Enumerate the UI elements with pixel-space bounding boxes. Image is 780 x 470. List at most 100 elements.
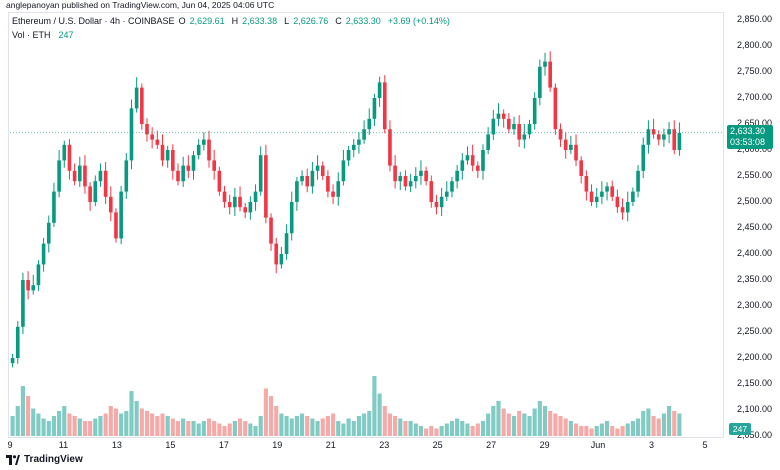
candle-body[interactable] bbox=[656, 134, 661, 140]
candle-body[interactable] bbox=[295, 181, 299, 202]
candle-body[interactable] bbox=[202, 139, 206, 145]
candle-body[interactable] bbox=[191, 155, 196, 171]
candle-body[interactable] bbox=[181, 165, 185, 182]
candle-body[interactable] bbox=[393, 165, 397, 182]
candle-body[interactable] bbox=[434, 202, 439, 208]
candle-body[interactable] bbox=[574, 144, 578, 161]
candle-body[interactable] bbox=[507, 118, 511, 130]
candle-body[interactable] bbox=[93, 181, 98, 202]
candle-body[interactable] bbox=[543, 61, 547, 67]
candle-body[interactable] bbox=[584, 176, 589, 192]
candle-body[interactable] bbox=[326, 176, 330, 192]
candle-body[interactable] bbox=[382, 82, 387, 130]
candle-body[interactable] bbox=[548, 61, 552, 88]
candle-body[interactable] bbox=[83, 165, 87, 187]
candle-body[interactable] bbox=[496, 113, 501, 119]
candle-body[interactable] bbox=[357, 139, 361, 145]
candle-body[interactable] bbox=[196, 144, 201, 156]
candle-body[interactable] bbox=[677, 132, 682, 150]
candle-body[interactable] bbox=[501, 113, 506, 119]
candle-body[interactable] bbox=[274, 243, 279, 265]
candle-body[interactable] bbox=[155, 139, 160, 145]
candle-body[interactable] bbox=[413, 176, 418, 182]
candle-body[interactable] bbox=[150, 134, 154, 140]
candle-body[interactable] bbox=[10, 358, 15, 364]
candle-body[interactable] bbox=[108, 196, 113, 213]
candle-body[interactable] bbox=[253, 191, 258, 202]
candle-body[interactable] bbox=[589, 191, 594, 202]
candle-body[interactable] bbox=[217, 170, 222, 192]
candle-body[interactable] bbox=[269, 217, 273, 244]
candle-body[interactable] bbox=[41, 243, 46, 265]
candle-body[interactable] bbox=[563, 139, 568, 150]
candle-body[interactable] bbox=[636, 170, 640, 192]
candle-body[interactable] bbox=[46, 222, 51, 244]
candle-body[interactable] bbox=[88, 186, 92, 202]
candle-body[interactable] bbox=[553, 87, 558, 130]
candle-body[interactable] bbox=[222, 191, 227, 202]
candle-body[interactable] bbox=[481, 150, 485, 171]
candle-body[interactable] bbox=[569, 144, 573, 150]
candle-body[interactable] bbox=[372, 98, 377, 119]
candle-body[interactable] bbox=[600, 191, 604, 197]
candle-body[interactable] bbox=[145, 124, 149, 135]
candle-body[interactable] bbox=[625, 202, 630, 213]
candle-body[interactable] bbox=[424, 170, 428, 182]
candle-body[interactable] bbox=[77, 165, 82, 182]
candle-body[interactable] bbox=[171, 150, 175, 171]
candle-body[interactable] bbox=[486, 134, 490, 150]
candle-body[interactable] bbox=[243, 207, 248, 213]
candle-body[interactable] bbox=[207, 139, 211, 161]
candle-body[interactable] bbox=[651, 129, 656, 135]
candle-body[interactable] bbox=[248, 202, 253, 213]
candle-body[interactable] bbox=[610, 186, 615, 197]
candle-body[interactable] bbox=[455, 170, 459, 182]
candle-body[interactable] bbox=[264, 155, 268, 218]
candle-body[interactable] bbox=[388, 129, 392, 166]
candle-body[interactable] bbox=[284, 233, 289, 254]
candle-body[interactable] bbox=[310, 170, 315, 187]
candle-body[interactable] bbox=[227, 202, 232, 208]
candle-body[interactable] bbox=[460, 160, 465, 171]
candle-body[interactable] bbox=[114, 212, 118, 239]
candle-body[interactable] bbox=[36, 264, 41, 286]
candle-body[interactable] bbox=[341, 160, 346, 182]
candle-body[interactable] bbox=[129, 108, 134, 161]
candle-body[interactable] bbox=[522, 134, 527, 140]
candle-body[interactable] bbox=[594, 196, 599, 202]
plot-area[interactable] bbox=[8, 12, 724, 438]
candle-body[interactable] bbox=[579, 160, 584, 176]
candle-body[interactable] bbox=[320, 165, 325, 176]
candle-body[interactable] bbox=[419, 170, 423, 176]
volume-label[interactable]: Vol · ETH bbox=[12, 30, 51, 40]
candle-body[interactable] bbox=[444, 191, 449, 197]
candle-body[interactable] bbox=[465, 155, 470, 161]
candle-body[interactable] bbox=[134, 87, 139, 109]
candle-body[interactable] bbox=[52, 191, 56, 223]
candle-body[interactable] bbox=[57, 160, 61, 192]
candle-body[interactable] bbox=[351, 144, 356, 150]
candle-body[interactable] bbox=[532, 98, 537, 124]
candle-body[interactable] bbox=[186, 165, 191, 171]
candle-body[interactable] bbox=[439, 196, 444, 208]
legend-symbol[interactable]: Ethereum / U.S. Dollar · 4h · COINBASE bbox=[12, 16, 175, 26]
candle-body[interactable] bbox=[98, 170, 103, 182]
candle-body[interactable] bbox=[429, 181, 434, 202]
candle-body[interactable] bbox=[377, 82, 382, 98]
candle-body[interactable] bbox=[336, 181, 341, 197]
candle-body[interactable] bbox=[362, 129, 366, 140]
candle-body[interactable] bbox=[300, 176, 304, 182]
candle-body[interactable] bbox=[15, 326, 20, 358]
candle-body[interactable] bbox=[367, 118, 372, 130]
candle-body[interactable] bbox=[403, 176, 408, 187]
candle-body[interactable] bbox=[346, 150, 351, 161]
candle-body[interactable] bbox=[450, 181, 454, 192]
candle-body[interactable] bbox=[62, 144, 67, 161]
candle-body[interactable] bbox=[641, 144, 646, 171]
candle-body[interactable] bbox=[160, 144, 165, 161]
candle-body[interactable] bbox=[31, 285, 36, 291]
candle-body[interactable] bbox=[331, 191, 335, 197]
candle-body[interactable] bbox=[538, 66, 542, 98]
candle-body[interactable] bbox=[620, 207, 625, 213]
